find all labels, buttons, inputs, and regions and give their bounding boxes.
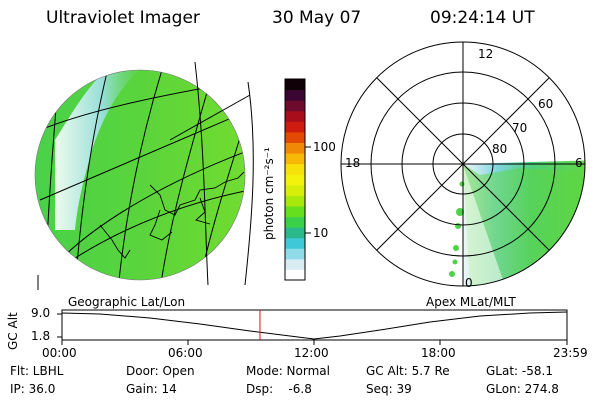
timeline-ylabel: GC Alt	[6, 312, 20, 350]
polar-lat-60: 60	[538, 97, 554, 111]
app-title: Ultraviolet Imager	[46, 8, 200, 28]
colorbar-band	[285, 216, 305, 228]
colorbar-band	[285, 100, 305, 112]
status-dsp: Dsp: -6.8	[246, 382, 312, 396]
colorbar-band	[285, 205, 305, 218]
colorbar-band	[285, 79, 305, 91]
geographic-disk	[34, 61, 254, 290]
header-date: 30 May 07	[272, 8, 362, 28]
status-mode: Mode: Normal	[246, 364, 330, 378]
apex-label: Apex MLat/MLT	[426, 295, 516, 309]
timeline-ytick-9: 9.0	[31, 306, 51, 320]
status-seq: Seq: 39	[366, 382, 412, 396]
colorbar-band	[285, 269, 305, 281]
timeline-ytick-1-8: 1.8	[31, 329, 51, 343]
colorbar-band	[285, 163, 305, 175]
colorbar-band	[285, 195, 305, 207]
status-glon: GLon: 274.8	[486, 382, 559, 396]
colorbar-band	[285, 153, 305, 165]
status-filter: Flt: LBHL	[10, 364, 64, 378]
colorbar-band	[285, 258, 305, 270]
colorbar-band	[285, 142, 305, 154]
colorbar-tick-100: 100	[313, 140, 336, 154]
colorbar-unit-label: photon cm⁻²s⁻¹	[262, 147, 276, 240]
polar-clock-12: 12	[478, 47, 494, 61]
geo-label: Geographic Lat/Lon	[68, 295, 186, 309]
polar-lat-80: 80	[492, 142, 508, 156]
colorbar-band	[285, 110, 305, 122]
colorbar-band	[285, 237, 305, 249]
timeline-xtick-1200: 12:00	[294, 346, 329, 360]
status-gc-alt: GC Alt: 5.7 Re	[366, 364, 450, 378]
status-ip: IP: 36.0	[10, 382, 56, 396]
colorbar-band	[285, 184, 305, 196]
status-door: Door: Open	[126, 364, 195, 378]
timeline-xtick-0000: 00:00	[42, 346, 77, 360]
polar-lat-70: 70	[512, 121, 528, 135]
timeline-plot	[57, 309, 568, 345]
polar-clock-6: 6	[575, 156, 583, 170]
colorbar-band	[285, 89, 305, 101]
status-glat: GLat: -58.1	[486, 364, 553, 378]
colorbar-band	[285, 121, 305, 133]
colorbar-band	[285, 227, 305, 239]
polar-clock-18: 18	[345, 156, 361, 170]
colorbar-band	[285, 131, 305, 143]
timeline-xtick-2359: 23:59	[553, 346, 588, 360]
polar-clock-0: 0	[465, 276, 473, 290]
colorbar-tick-10: 10	[313, 226, 329, 240]
colorbar-band	[285, 248, 305, 260]
colorbar-band	[285, 174, 305, 186]
status-gain: Gain: 14	[126, 382, 177, 396]
timeline-xtick-0600: 06:00	[168, 346, 203, 360]
polar-plot	[340, 41, 586, 287]
colorbar	[284, 78, 311, 281]
header-time: 09:24:14 UT	[430, 8, 535, 28]
timeline-xtick-1800: 18:00	[421, 346, 456, 360]
